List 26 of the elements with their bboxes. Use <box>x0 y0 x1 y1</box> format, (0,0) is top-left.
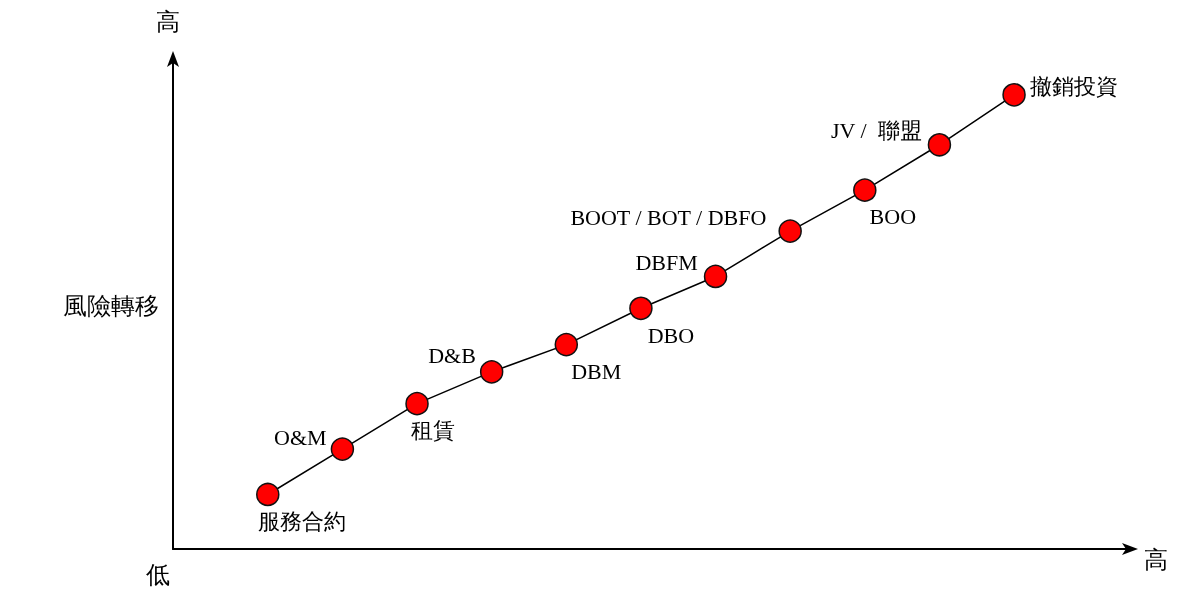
annotation: O&M <box>274 424 327 450</box>
point <box>927 133 952 157</box>
point <box>405 391 429 416</box>
annotation: DBO <box>647 322 695 348</box>
y-axis-title: 風險轉移 <box>63 293 159 319</box>
annotation: 服務合約 <box>257 508 346 534</box>
annotation: 租賃 <box>411 417 456 443</box>
text: 高 <box>156 9 180 35</box>
annotation: DBM <box>571 358 622 384</box>
annotation: BOO <box>869 204 917 230</box>
annotation: 撤銷投資 <box>1029 74 1118 100</box>
point <box>778 219 802 243</box>
point <box>479 360 504 384</box>
point <box>853 178 877 202</box>
annotation: DBFM <box>635 249 698 275</box>
point <box>629 296 653 321</box>
point <box>1002 83 1026 107</box>
annotation: JV / 聯盟 <box>831 118 922 144</box>
point <box>330 437 355 461</box>
annotation: D&B <box>428 343 476 369</box>
point <box>703 264 728 289</box>
point <box>256 482 280 507</box>
text: 高 <box>1144 547 1168 573</box>
point <box>554 332 579 357</box>
text: 低 <box>146 562 170 588</box>
annotation: BOOT / BOT / DBFO <box>570 204 767 230</box>
